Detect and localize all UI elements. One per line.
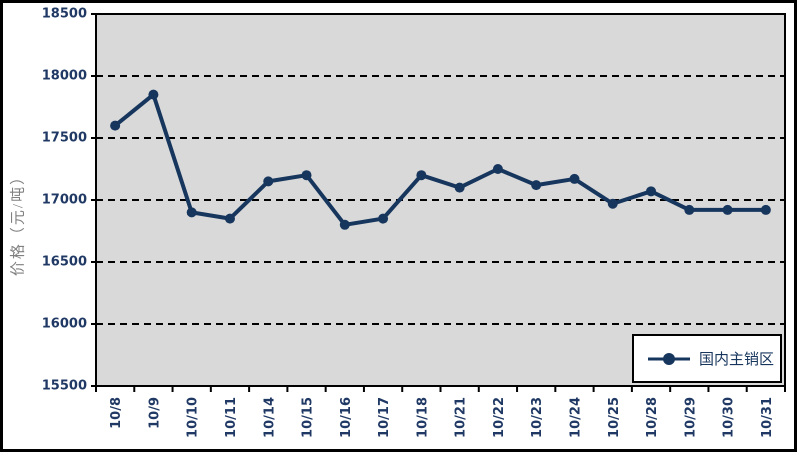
x-tick-label: 10/10 [186,397,201,438]
data-point-marker [110,120,121,131]
y-tick-label: 18500 [42,7,87,22]
data-point-marker [224,213,235,224]
y-tick-label: 17000 [42,193,87,208]
data-point-marker [569,173,580,184]
x-tick-label: 10/11 [224,397,239,438]
x-tick-label: 10/15 [301,397,316,438]
data-point-marker [760,204,771,215]
data-point-marker [339,219,350,230]
y-tick-label: 16000 [42,317,87,332]
x-tick-label: 10/17 [377,397,392,438]
x-tick-label: 10/29 [683,397,698,438]
price-line [113,92,768,227]
legend-line-marker-icon [648,352,690,365]
y-tick-label: 17500 [42,131,87,146]
y-axis-title: 价格（元/吨） [10,167,27,277]
x-tick-label: 10/18 [415,397,430,438]
data-point-marker [722,204,733,215]
x-tick-label: 10/16 [339,397,354,438]
data-point-marker [531,180,542,191]
x-tick-label: 10/23 [530,397,545,438]
x-tick-label: 10/9 [147,397,162,429]
x-tick-label: 10/31 [760,397,775,438]
data-point-marker [301,170,312,181]
data-point-marker [263,176,274,187]
x-tick-label: 10/28 [645,397,660,438]
x-tick-label: 10/25 [607,397,622,438]
x-tick-label: 10/24 [568,397,583,438]
x-tick-label: 10/14 [262,397,277,438]
data-point-marker [186,207,197,218]
data-point-marker [492,164,503,174]
plot-area [96,14,785,386]
data-point-marker [148,89,159,100]
legend-label: 国内主销区 [699,352,775,368]
data-point-marker [684,204,695,215]
y-tick-label: 15500 [42,379,87,394]
legend: 国内主销区 [632,334,782,383]
y-tick-label: 18000 [42,69,87,84]
data-point-marker [646,186,657,197]
y-tick-label: 16500 [42,255,87,270]
x-tick-label: 10/21 [454,397,469,438]
data-point-marker [454,182,465,193]
x-tick-label: 10/8 [109,397,124,429]
data-point-marker [378,213,389,224]
data-point-marker [416,170,427,181]
x-tick-label: 10/30 [722,397,737,438]
x-tick-label: 10/22 [492,397,507,438]
data-point-marker [607,198,618,209]
